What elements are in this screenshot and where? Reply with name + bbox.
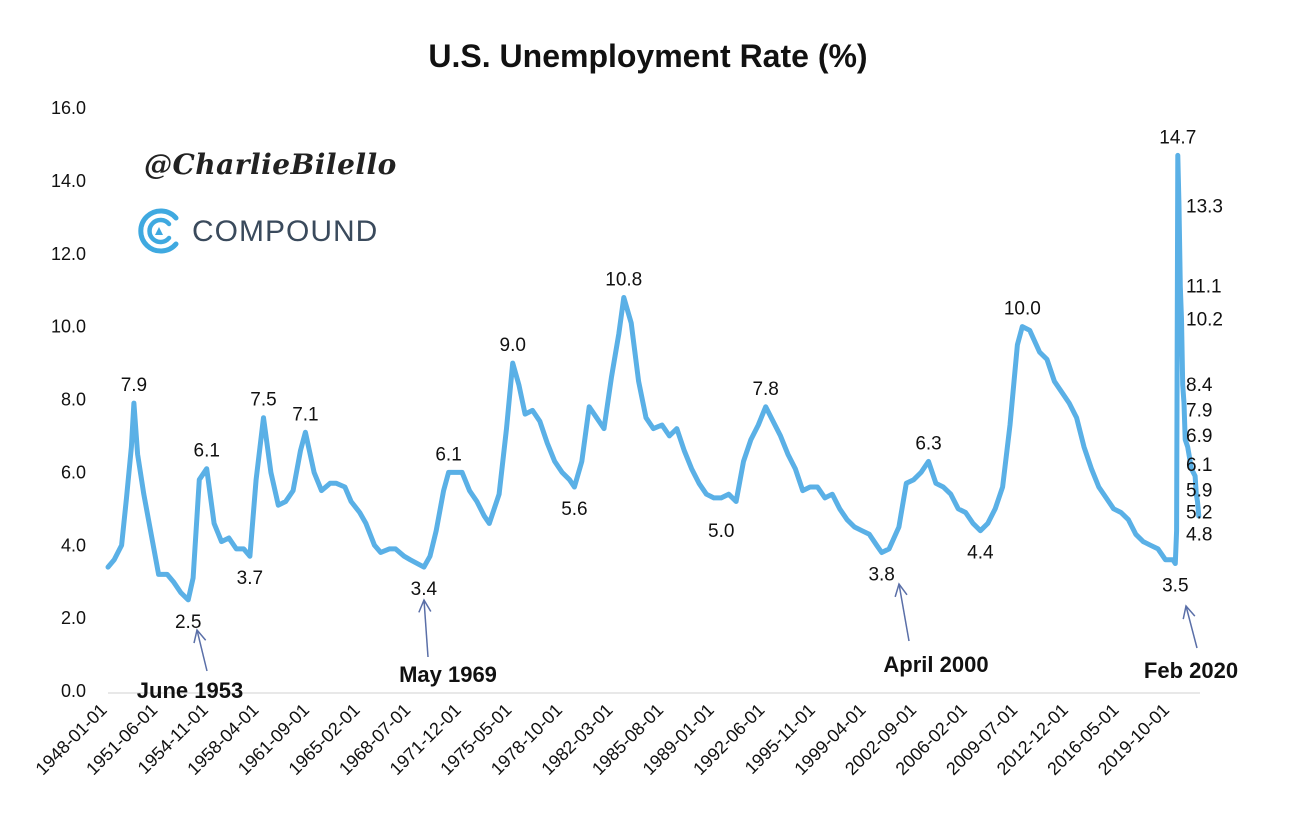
annotation-arrow — [423, 599, 429, 658]
annotation-label: June 1953 — [137, 678, 243, 703]
data-label: 4.8 — [1186, 524, 1212, 545]
y-tick-label: 10.0 — [51, 317, 86, 337]
annotations: June 1953 May 1969 April 2000 Feb 2020 — [137, 582, 1238, 703]
data-label: 5.6 — [561, 499, 587, 520]
data-label: 13.3 — [1186, 196, 1223, 217]
annotation-label: Feb 2020 — [1144, 658, 1238, 683]
x-axis: 1948-01-011951-06-011954-11-011958-04-01… — [32, 692, 1200, 779]
y-tick-label: 12.0 — [51, 244, 86, 264]
data-label: 3.4 — [411, 579, 438, 600]
annotation-arrow — [898, 583, 910, 642]
annotation-arrowhead — [1182, 604, 1196, 620]
y-tick-label: 0.0 — [61, 681, 86, 701]
data-label: 3.8 — [868, 565, 894, 586]
data-label: 5.0 — [708, 521, 734, 542]
series-line — [105, 152, 1202, 603]
data-label: 4.4 — [967, 543, 994, 564]
data-label: 3.7 — [237, 568, 263, 589]
data-label: 5.9 — [1186, 481, 1212, 502]
annotation-arrowhead — [418, 598, 432, 613]
y-tick-label: 4.0 — [61, 535, 86, 555]
data-label: 5.2 — [1186, 502, 1212, 523]
brand-name: COMPOUND — [192, 215, 379, 248]
annotation-arrow — [1185, 605, 1198, 649]
y-tick-label: 6.0 — [61, 462, 86, 482]
data-label: 10.8 — [605, 269, 642, 290]
data-label: 2.5 — [175, 612, 201, 633]
annotation-arrowhead — [894, 582, 908, 598]
data-label: 3.5 — [1162, 575, 1188, 596]
data-label: 8.4 — [1186, 375, 1213, 396]
annotation-arrow — [196, 629, 208, 672]
annotation-label: May 1969 — [399, 662, 497, 687]
data-labels: 7.9 2.5 6.1 3.7 7.5 7.1 3.4 6.1 9.0 5.6 10.8 5.0 7.8… — [121, 127, 1223, 633]
y-tick-label: 8.0 — [61, 390, 86, 410]
data-label: 6.9 — [1186, 426, 1212, 447]
data-label: 10.2 — [1186, 309, 1223, 330]
data-label: 10.0 — [1004, 299, 1041, 320]
y-tick-label: 2.0 — [61, 608, 86, 628]
compound-logo-icon — [138, 208, 179, 254]
y-tick-label: 16.0 — [51, 98, 86, 118]
series-group — [105, 152, 1202, 603]
data-label: 7.5 — [250, 390, 276, 411]
annotation-label: April 2000 — [883, 652, 988, 677]
data-label: 7.1 — [292, 404, 318, 425]
data-label: 6.1 — [435, 444, 461, 465]
data-label: 6.3 — [915, 433, 941, 454]
data-label: 6.1 — [194, 441, 220, 462]
data-label: 7.8 — [752, 379, 778, 400]
author-handle: @CharlieBilello — [144, 148, 397, 181]
data-label: 7.9 — [121, 375, 147, 396]
data-label: 7.9 — [1186, 400, 1212, 421]
y-tick-label: 14.0 — [51, 171, 86, 191]
chart-title: U.S. Unemployment Rate (%) — [428, 38, 868, 74]
data-label: 14.7 — [1159, 127, 1196, 148]
data-label: 11.1 — [1186, 277, 1222, 298]
annotation-arrowhead — [193, 628, 207, 644]
data-label: 6.1 — [1186, 455, 1212, 476]
y-axis: 0.0 2.0 4.0 6.0 8.0 10.0 12.0 14.0 16.0 — [51, 98, 86, 701]
data-label: 9.0 — [500, 335, 526, 356]
